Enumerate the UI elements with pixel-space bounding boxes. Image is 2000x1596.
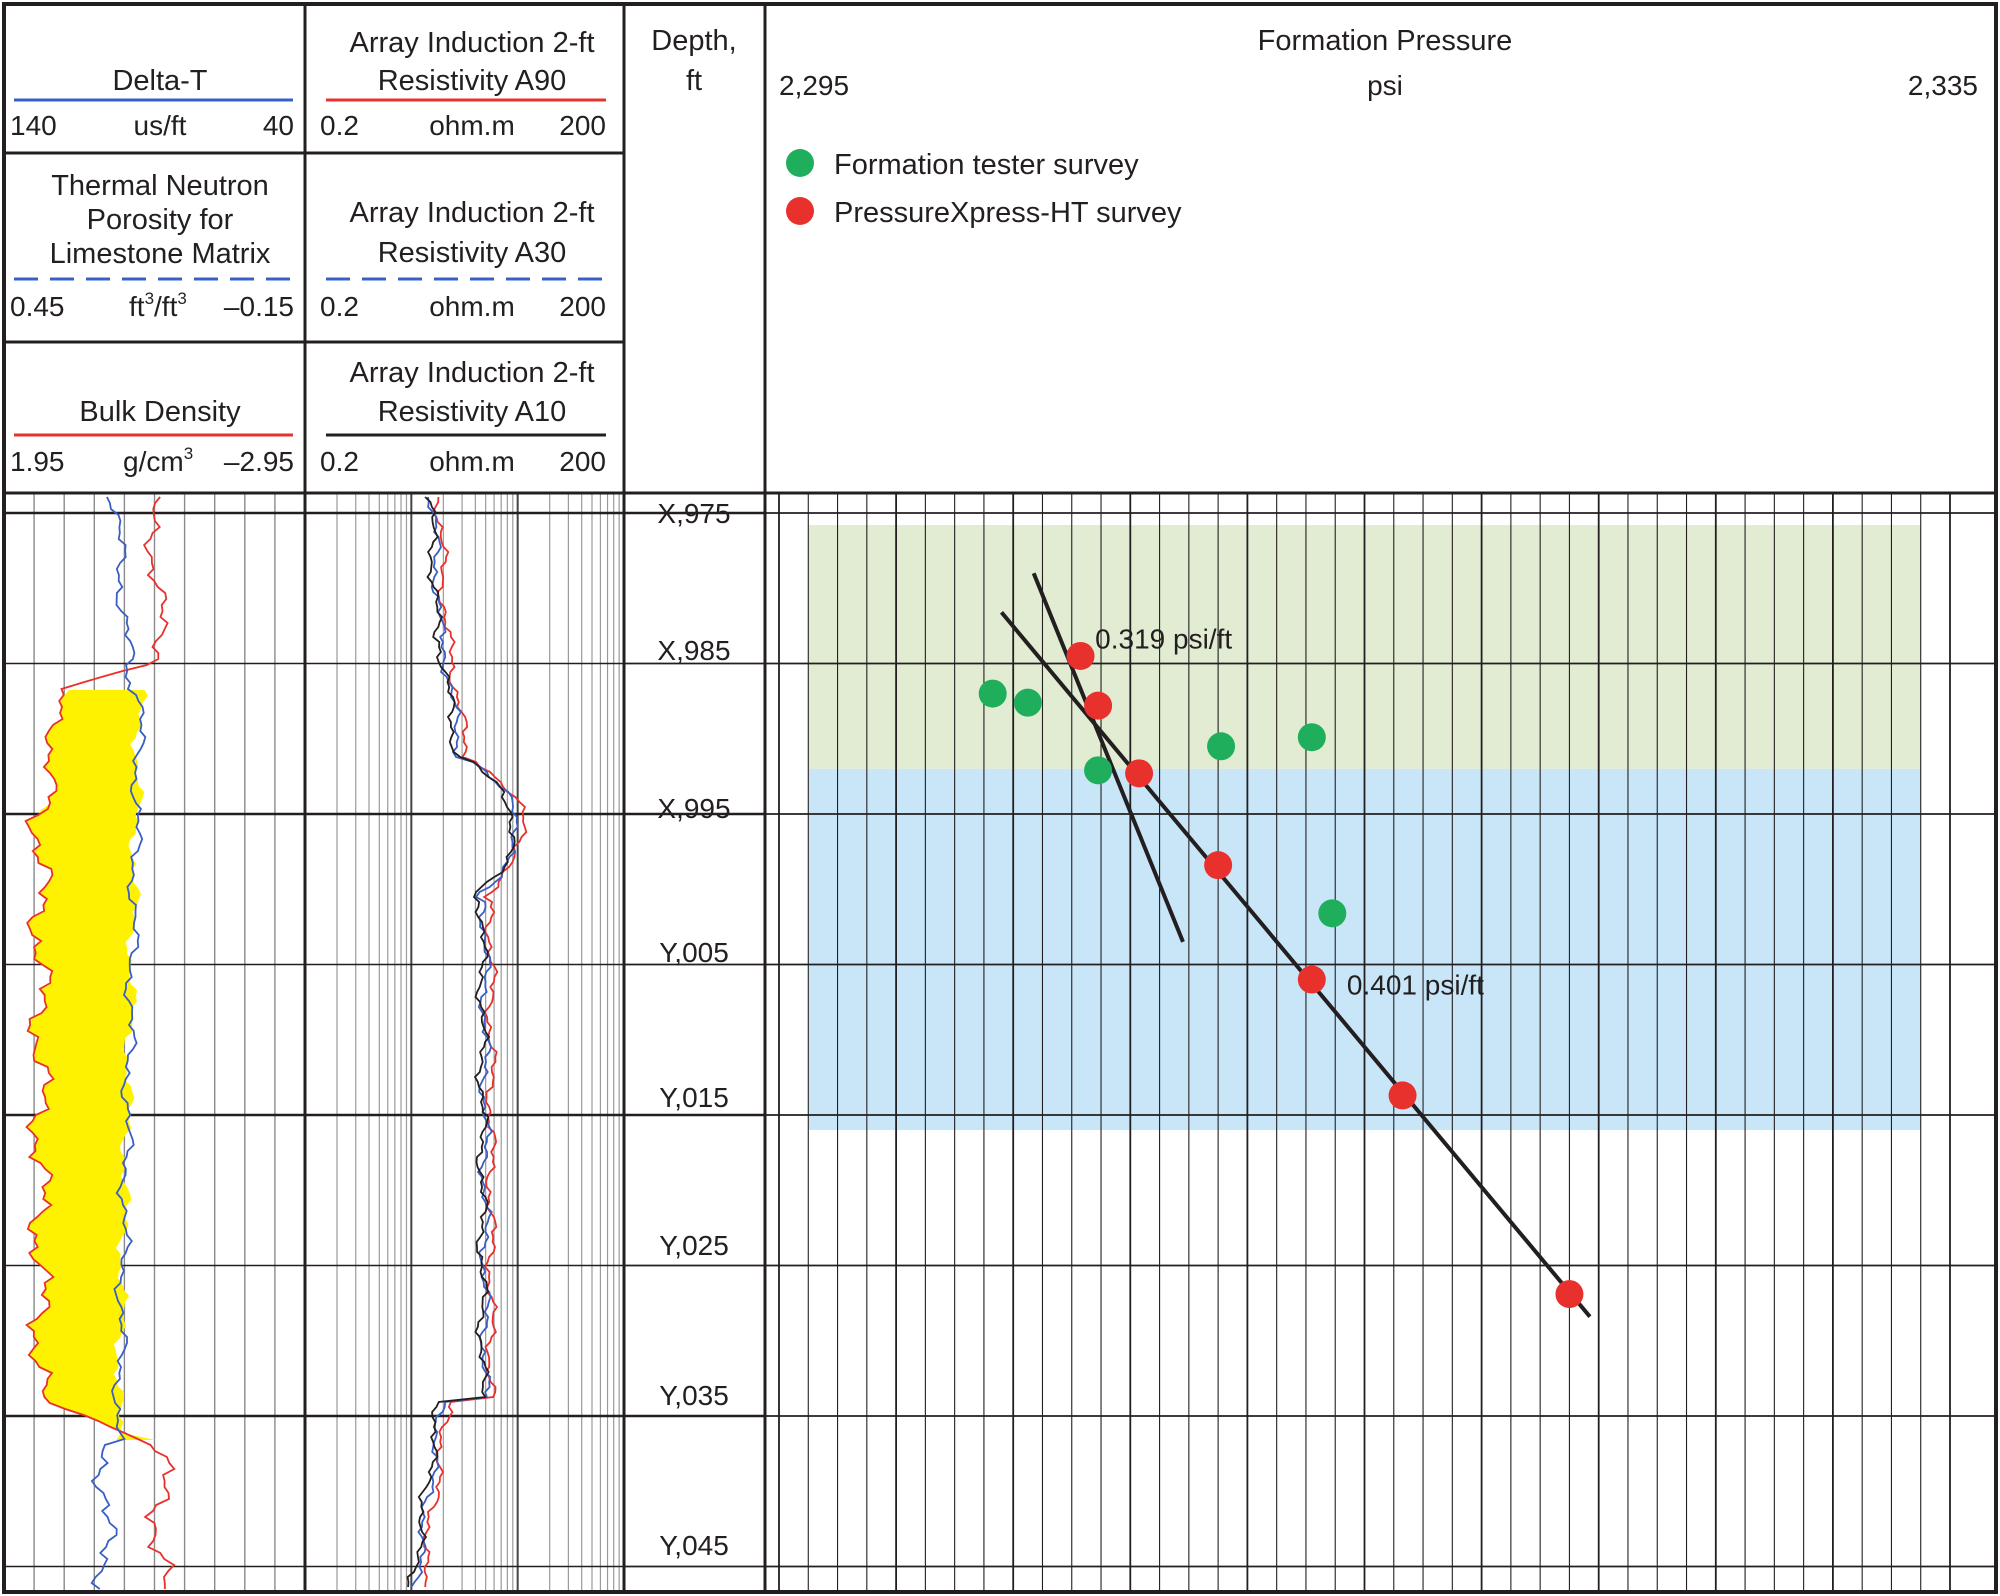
- a90-min: 0.2: [320, 110, 359, 141]
- a90-label-1: Array Induction 2-ft: [350, 27, 595, 59]
- a10-curve: [406, 496, 516, 1588]
- a30-label-1: Array Induction 2-ft: [350, 197, 595, 229]
- pressure-min: 2,295: [779, 70, 849, 101]
- legend-label-pressurexpress: PressureXpress-HT survey: [834, 197, 1182, 229]
- a30-max: 200: [559, 291, 606, 322]
- neutron-label-1: Thermal Neutron: [51, 170, 269, 202]
- legend: Formation tester survey PressureXpress-H…: [786, 149, 1182, 229]
- density-max: –2.95: [224, 446, 294, 477]
- mark-layer: [978, 572, 1592, 1318]
- track1-header: Delta-T 140 us/ft 40 Thermal Neutron Por…: [10, 65, 294, 477]
- pressure-header: Formation Pressure 2,295 psi 2,335: [779, 25, 1978, 101]
- neutron-label-2: Porosity for: [87, 204, 234, 236]
- curve-layer: [24, 496, 528, 1590]
- density-min: 1.95: [10, 446, 65, 477]
- pressurexpress-ht-survey-point: [1084, 691, 1113, 720]
- a90-max: 200: [559, 110, 606, 141]
- pressure-unit: psi: [1367, 70, 1403, 101]
- formation-tester-survey-point: [978, 679, 1007, 708]
- a10-label-1: Array Induction 2-ft: [350, 357, 595, 389]
- formation-tester-survey-point: [1318, 899, 1347, 928]
- depth-tick-label: Y,005: [659, 937, 729, 968]
- neutron-min: 0.45: [10, 291, 65, 322]
- a10-max: 200: [559, 446, 606, 477]
- depth-tick-label: Y,045: [659, 1530, 729, 1561]
- depth-tick-label: Y,035: [659, 1380, 729, 1411]
- pressurexpress-ht-survey-point: [1297, 965, 1326, 994]
- depth-header: Depth, ft: [651, 25, 736, 97]
- a30-label-2: Resistivity A30: [378, 237, 567, 269]
- a90-unit: ohm.m: [429, 110, 515, 141]
- pressure-title: Formation Pressure: [1258, 25, 1513, 57]
- pressure-grid-layer: [765, 493, 1996, 1592]
- pressurexpress-ht-survey-point: [1388, 1081, 1417, 1110]
- density-unit: g/cm3: [123, 444, 193, 477]
- depth-tick-label: Y,025: [659, 1230, 729, 1261]
- gradient-label-water: 0.401 psi/ft: [1347, 970, 1484, 1001]
- delta-t-curve: [90, 496, 147, 1590]
- depth-tick-label: Y,015: [659, 1082, 729, 1113]
- density-label: Bulk Density: [79, 396, 241, 428]
- legend-marker-formation-tester: [786, 149, 814, 177]
- delta-t-max: 40: [263, 110, 294, 141]
- formation-tester-survey-point: [1084, 756, 1113, 785]
- a10-label-2: Resistivity A10: [378, 396, 567, 428]
- depth-tick-label: X,975: [657, 498, 730, 529]
- a10-min: 0.2: [320, 446, 359, 477]
- depth-label-2: ft: [686, 65, 702, 97]
- depth-tick-label: X,995: [657, 793, 730, 824]
- neutron-unit: ft3/ft3: [129, 289, 187, 322]
- pressurexpress-ht-survey-point: [1555, 1280, 1584, 1309]
- a90-label-2: Resistivity A90: [378, 65, 567, 97]
- pressurexpress-ht-survey-point: [1125, 759, 1154, 788]
- formation-tester-survey-point: [1297, 723, 1326, 752]
- track2-header: Array Induction 2-ft Resistivity A90 0.2…: [320, 27, 606, 477]
- a30-curve: [410, 496, 519, 1588]
- legend-label-formation-tester: Formation tester survey: [834, 149, 1139, 181]
- neutron-label-3: Limestone Matrix: [50, 238, 271, 270]
- delta-t-label: Delta-T: [112, 65, 207, 97]
- pressurexpress-ht-survey-point: [1066, 641, 1095, 670]
- legend-marker-pressurexpress: [786, 197, 814, 225]
- formation-tester-survey-point: [1207, 732, 1236, 761]
- a30-min: 0.2: [320, 291, 359, 322]
- gradient-line: [1031, 572, 1185, 943]
- depth-label-1: Depth,: [651, 25, 736, 57]
- gradient-line: [999, 611, 1592, 1318]
- gradient-label-gas: 0.319 psi/ft: [1095, 623, 1232, 654]
- pressurexpress-ht-survey-point: [1204, 851, 1233, 880]
- depth-labels: X,975 X,985 X,995 Y,005 Y,015 Y,025 Y,03…: [657, 498, 730, 1561]
- pressure-max: 2,335: [1908, 70, 1978, 101]
- depth-tick-label: X,985: [657, 635, 730, 666]
- neutron-max: –0.15: [224, 291, 294, 322]
- density-curve: [24, 496, 176, 1590]
- a10-unit: ohm.m: [429, 446, 515, 477]
- formation-tester-survey-point: [1013, 688, 1042, 717]
- crossover-fill: [25, 690, 156, 1440]
- delta-t-min: 140: [10, 110, 57, 141]
- delta-t-unit: us/ft: [134, 110, 187, 141]
- a30-unit: ohm.m: [429, 291, 515, 322]
